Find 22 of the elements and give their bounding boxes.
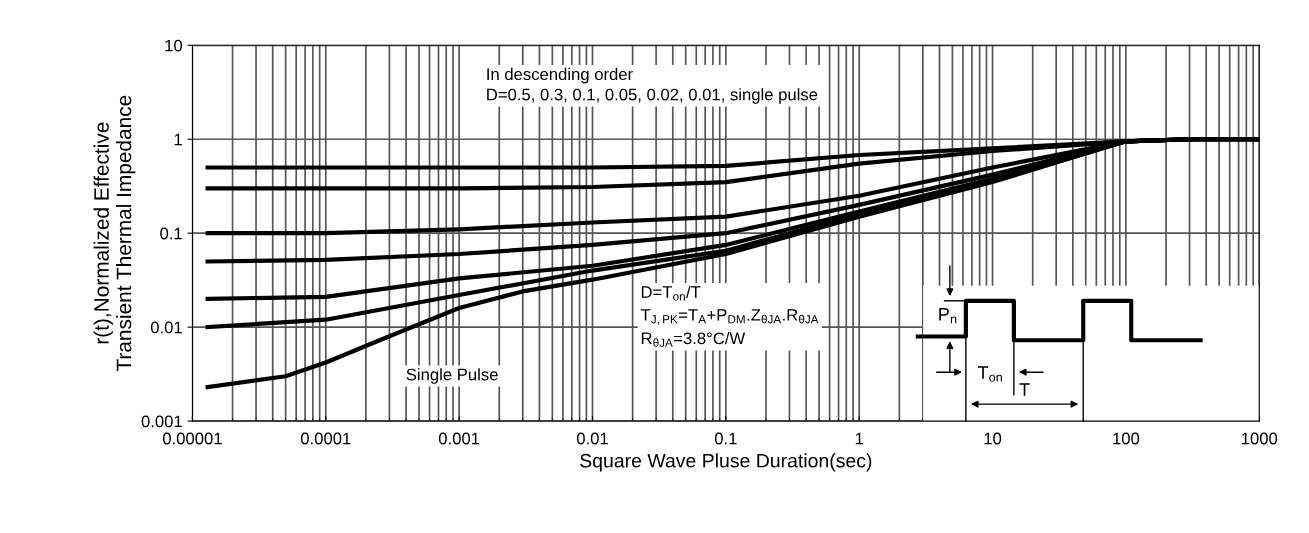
y-tick-label: 0.01 [150,321,182,334]
x-tick-label: 0.0001 [300,432,351,445]
annotation: Single Pulse [406,368,498,384]
x-tick-label: 100 [1113,432,1140,445]
annotation: T [1019,383,1030,396]
x-tick-label: 10 [984,432,1002,445]
x-tick-label: 1000 [1241,432,1278,445]
x-tick-label: 0.01 [576,432,608,445]
x-tick-label: 1 [855,432,864,445]
x-tick-label: 0.1 [714,432,737,445]
annotation: T$_{on}$ [977,366,1002,382]
text: D=T$_{on}$/T T$_{J,PK}$=T$_{A}$+P$_{DM}$.Z$_{θJA}$.R$_{θJA}$ R$_{θJA}$=3.8°C/W [640,285,819,347]
x-axis-title: Square Wave Pluse Duration(sec) [580,453,872,472]
y-tick-label: 0.001 [141,415,182,428]
y-axis-title: r(t),Normalized Effective Transient Thermal Impedance [93,95,136,372]
annotation: In descending order D=0.5, 0.3, 0.1, 0.05, 0.02, 0.01, single pulse [487,67,818,104]
x-tick-label: 0.00001 [162,432,222,445]
annotation: P$_{n}$ [939,308,957,324]
y-tick-label: 1 [174,133,182,146]
y-tick-label: 10 [165,39,183,52]
y-tick-label: 0.1 [160,227,182,240]
x-tick-label: 0.001 [438,432,480,445]
